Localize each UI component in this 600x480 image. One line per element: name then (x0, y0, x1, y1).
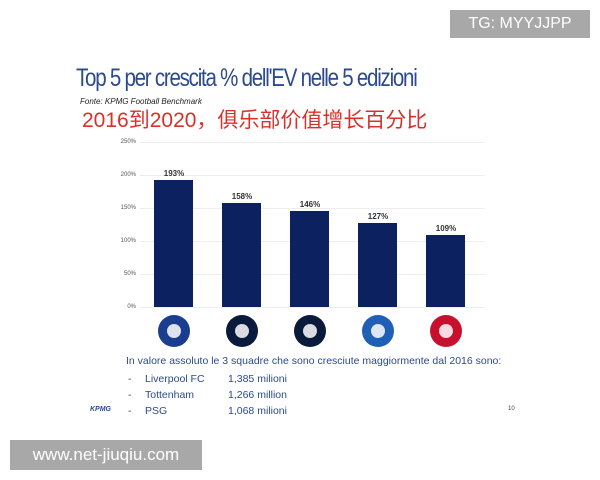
club-club: PSG (145, 405, 168, 417)
club-logo-icon (226, 315, 258, 347)
slide-title: Top 5 per crescita % dell'EV nelle 5 edi… (76, 64, 418, 92)
club-value: 1,266 million (228, 389, 287, 401)
club-value: 1,068 milioni (228, 405, 287, 417)
club-club: Liverpool FC (145, 373, 205, 385)
bar (290, 210, 329, 307)
watermark-top: TG: MYYJJPP (450, 10, 590, 38)
logo-emblem-icon (167, 324, 181, 338)
gridline (140, 208, 485, 209)
y-tick-label: 0% (127, 304, 136, 310)
logo-emblem-icon (303, 324, 317, 338)
bar-data-label: 146% (299, 199, 321, 209)
absolute-value-note: In valore assoluto le 3 squadre che sono… (126, 355, 502, 367)
bar-data-label: 193% (163, 168, 185, 178)
y-tick-label: 100% (120, 238, 136, 244)
page-number: 10 (508, 406, 515, 412)
club-logo-icon (294, 315, 326, 347)
logo-emblem-icon (371, 324, 385, 338)
club-club: Tottenham (145, 389, 195, 401)
source-note: Fonte: KPMG Football Benchmark (80, 97, 202, 106)
bar (154, 179, 193, 307)
y-tick-label: 50% (123, 271, 136, 277)
club-logo-icon (430, 315, 462, 347)
club-value: 1,385 milioni (228, 373, 287, 385)
club-logo-icon (362, 315, 394, 347)
bar-data-label: 158% (231, 191, 253, 201)
logo-emblem-icon (439, 324, 453, 338)
gridline (140, 142, 485, 143)
bar-data-label: 109% (435, 224, 457, 234)
club-logo-icon (158, 315, 190, 347)
bar (358, 223, 397, 307)
kpmg-logo: KPMG (90, 406, 111, 413)
y-tick-label: 250% (120, 139, 136, 145)
y-tick-label: 150% (120, 205, 136, 211)
bar-data-label: 127% (367, 212, 389, 222)
club-dash: - (128, 389, 132, 401)
logo-emblem-icon (235, 324, 249, 338)
bar (222, 202, 261, 307)
gridline (140, 175, 485, 176)
club-dash: - (128, 373, 132, 385)
y-tick-label: 200% (120, 172, 136, 178)
gridline (140, 307, 485, 308)
club-dash: - (128, 405, 132, 417)
watermark-bottom: www.net-jiuqiu.com (10, 440, 202, 470)
chinese-subtitle: 2016到2020，俱乐部价值增长百分比 (82, 109, 428, 132)
bar (426, 235, 465, 307)
